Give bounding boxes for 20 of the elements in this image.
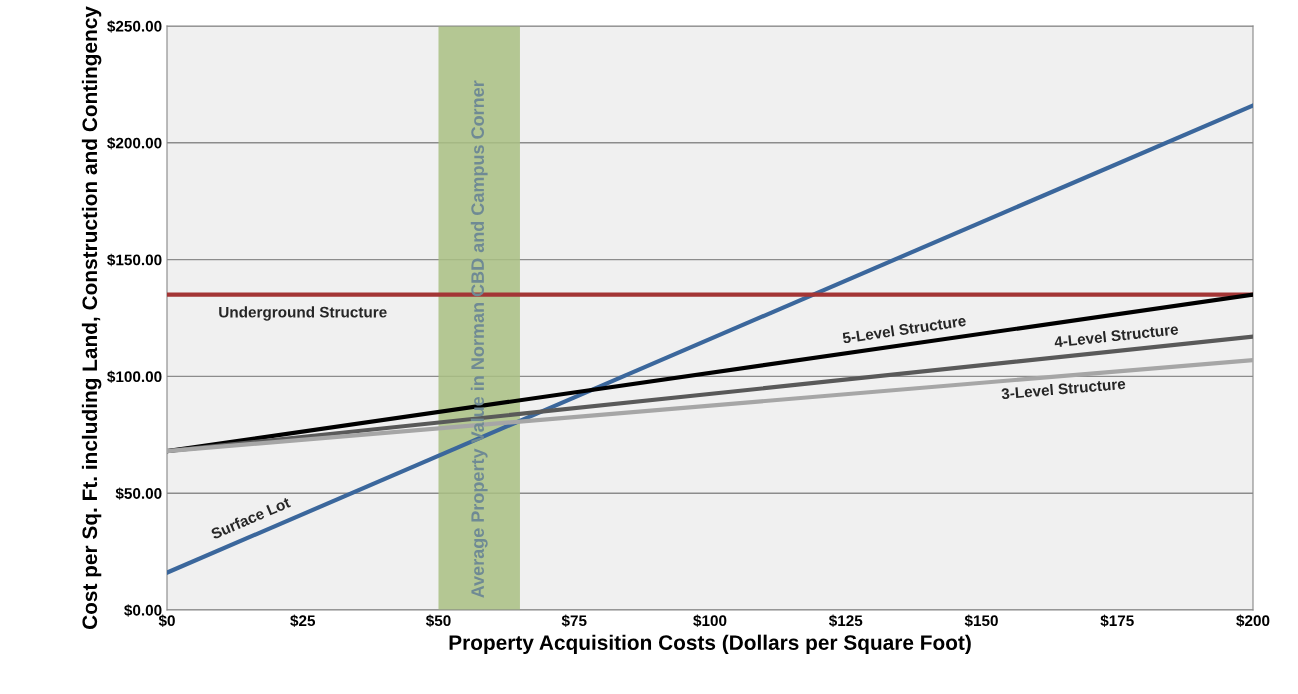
series-label: Underground Structure	[219, 306, 387, 321]
x-tick-label: $200	[1236, 614, 1270, 628]
y-axis-title: Cost per Sq. Ft. including Land, Construction and Contingency	[81, 6, 102, 630]
x-tick-label: $100	[693, 614, 727, 628]
text: 4-Level Structure	[1053, 323, 1179, 348]
x-tick-label: $50	[425, 614, 451, 628]
x-axis-title: Property Acquisition Costs (Dollars per Square Foot)	[449, 634, 971, 655]
y-tick-label: $100.00	[107, 370, 162, 384]
x-tick-label: $175	[1100, 614, 1134, 628]
y-tick-label: $250.00	[107, 20, 162, 33]
y-tick-label: $200.00	[107, 137, 162, 150]
band-label: Average Property Value in Norman CBD and Campus Corner	[470, 80, 488, 598]
y-tick-label: $150.00	[107, 253, 162, 267]
x-tick-label: $25	[290, 614, 316, 628]
series-label: 3-Level Structure	[1001, 377, 1126, 400]
x-tick-label: $75	[561, 614, 587, 628]
x-tick-label: $125	[828, 614, 863, 628]
y-tick-label: $50.00	[115, 487, 162, 500]
x-tick-label: $150	[964, 614, 998, 628]
text: 5-Level Structure	[842, 314, 967, 344]
